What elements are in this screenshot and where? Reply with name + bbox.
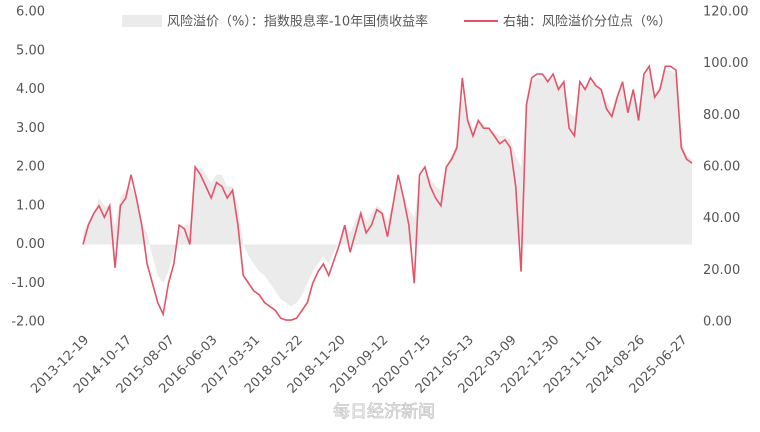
legend-swatch xyxy=(122,15,162,27)
y2-tick-label: 0.00 xyxy=(703,315,732,330)
line xyxy=(82,64,693,321)
legend-label: 风险溢价（%）：指数股息率-10年国债收益率 xyxy=(167,14,428,30)
y-tick-label: 2.00 xyxy=(16,160,45,175)
area xyxy=(83,70,692,307)
legend-label: 右轴：风险溢价分位点（%） xyxy=(503,15,671,30)
y-tick-label: 4.00 xyxy=(16,82,45,97)
y-tick-label: -2.00 xyxy=(11,315,45,330)
y-tick-label: 3.00 xyxy=(16,121,45,136)
y2-tick-label: 20.00 xyxy=(703,263,740,278)
y-tick-label: 5.00 xyxy=(16,43,45,58)
y-tick-label: 0.00 xyxy=(16,237,45,252)
y2-tick-label: 60.00 xyxy=(703,160,740,175)
y2-tick-label: 120.00 xyxy=(703,5,749,20)
y2-tick-label: 80.00 xyxy=(703,108,740,123)
y-tick-label: -1.00 xyxy=(11,276,45,291)
y2-tick-label: 40.00 xyxy=(703,211,740,226)
y2-tick-label: 100.00 xyxy=(703,56,749,71)
y-tick-label: 6.00 xyxy=(16,5,45,20)
watermark: 每日经济新闻 xyxy=(333,402,435,422)
y-tick-label: 1.00 xyxy=(16,198,45,213)
